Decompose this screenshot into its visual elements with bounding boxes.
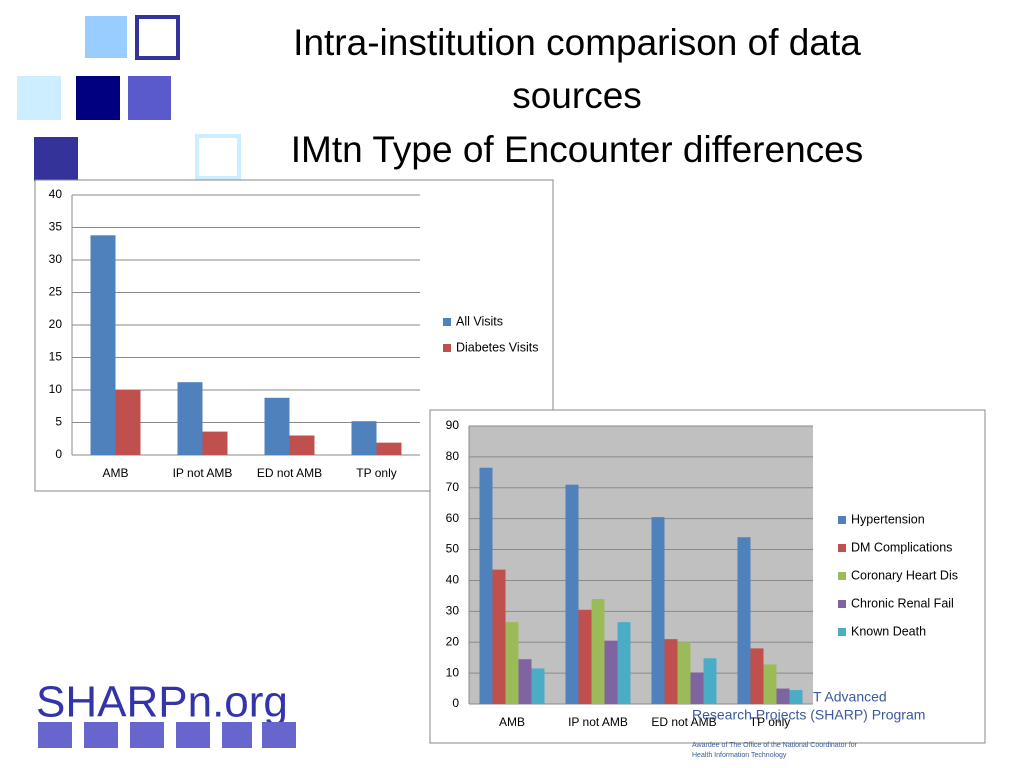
x-tick-label: IP not AMB bbox=[173, 466, 233, 480]
bar bbox=[177, 382, 203, 455]
bar bbox=[664, 639, 678, 704]
x-tick-label: ED not AMB bbox=[257, 466, 322, 480]
bar bbox=[591, 598, 605, 704]
badge-text: Awardee of The Office of the National Co… bbox=[692, 742, 858, 749]
title: IMtn Type of Encounter differences bbox=[291, 129, 863, 170]
y-tick-label: 60 bbox=[446, 511, 460, 525]
y-tick-label: 25 bbox=[49, 285, 63, 299]
legend-label: Diabetes Visits bbox=[456, 340, 538, 354]
bar bbox=[351, 421, 377, 455]
y-tick-label: 15 bbox=[49, 350, 63, 364]
y-tick-label: 80 bbox=[446, 449, 460, 463]
badge-text: Health Information Technology bbox=[692, 752, 787, 759]
bar bbox=[565, 484, 579, 704]
legend-label: Chronic Renal Fail bbox=[851, 596, 954, 610]
legend-swatch bbox=[838, 516, 846, 524]
chart: 0 5 10 15 20 25 30 35 40 AMB IP not AMB ED not AMB T… bbox=[34, 179, 554, 492]
legend-swatch bbox=[838, 572, 846, 580]
bar bbox=[690, 672, 704, 704]
y-tick-label: 10 bbox=[49, 382, 63, 396]
legend-swatch bbox=[443, 318, 451, 326]
y-tick-label: 50 bbox=[446, 542, 460, 556]
bar bbox=[578, 609, 592, 704]
x-tick-label: TP only bbox=[356, 466, 396, 480]
y-tick-label: 40 bbox=[49, 187, 63, 201]
bar bbox=[264, 397, 290, 455]
decor bbox=[85, 16, 127, 58]
bar bbox=[677, 642, 691, 704]
badge-text: T Advanced bbox=[813, 689, 887, 705]
x-tick-label: TP only bbox=[750, 715, 790, 729]
bar bbox=[604, 640, 618, 704]
legend-label: Known Death bbox=[851, 624, 926, 638]
y-tick-label: 20 bbox=[446, 634, 460, 648]
bar bbox=[202, 431, 228, 455]
y-tick-label: 30 bbox=[446, 604, 460, 618]
y-tick-label: 30 bbox=[49, 252, 63, 266]
decor bbox=[76, 76, 120, 120]
legend-label: DM Complications bbox=[851, 540, 952, 554]
title: sources bbox=[512, 75, 642, 116]
x-tick-label: AMB bbox=[499, 715, 525, 729]
title: Intra-institution comparison of data bbox=[293, 22, 861, 63]
y-tick-label: 20 bbox=[49, 317, 63, 331]
legend-swatch bbox=[838, 628, 846, 636]
legend-label: All Visits bbox=[456, 314, 503, 328]
bar bbox=[737, 537, 751, 704]
bar bbox=[376, 442, 402, 455]
y-tick-label: 10 bbox=[446, 665, 460, 679]
logo-pattern bbox=[38, 722, 296, 748]
legend-swatch bbox=[443, 344, 451, 352]
bar bbox=[776, 688, 790, 704]
bar bbox=[518, 659, 532, 704]
y-tick-label: 70 bbox=[446, 480, 460, 494]
bar bbox=[750, 648, 764, 704]
bar bbox=[115, 390, 141, 455]
x-tick-label: IP not AMB bbox=[568, 715, 628, 729]
y-tick-label: 0 bbox=[452, 696, 459, 710]
decor bbox=[34, 137, 78, 181]
legend-swatch bbox=[838, 544, 846, 552]
legend-label: Coronary Heart Dis bbox=[851, 568, 958, 582]
y-tick-label: 5 bbox=[55, 415, 62, 429]
bar bbox=[479, 467, 493, 704]
decor bbox=[195, 134, 241, 180]
bar bbox=[703, 658, 717, 704]
badge-text: Research Projects (SHARP) Program bbox=[692, 707, 925, 723]
logo: SHARPn.org bbox=[36, 678, 288, 727]
bar bbox=[763, 664, 777, 704]
x-tick-label: AMB bbox=[102, 466, 128, 480]
chart: 0 10 20 30 40 50 60 70 80 90 AMB IP not AMB ED not A… bbox=[429, 409, 986, 744]
legend-label: Hypertension bbox=[851, 512, 925, 526]
y-tick-label: 35 bbox=[49, 220, 63, 234]
x-tick-label: ED not AMB bbox=[651, 715, 716, 729]
decor bbox=[135, 15, 180, 60]
y-tick-label: 0 bbox=[55, 447, 62, 461]
bar bbox=[531, 668, 545, 704]
bar bbox=[505, 622, 519, 704]
bar bbox=[90, 235, 116, 455]
y-tick-label: 90 bbox=[446, 418, 460, 432]
y-tick-label: 40 bbox=[446, 573, 460, 587]
decor bbox=[17, 76, 61, 120]
bar bbox=[289, 435, 315, 455]
bar bbox=[617, 622, 631, 704]
bar bbox=[651, 517, 665, 704]
bar bbox=[492, 569, 506, 704]
legend-swatch bbox=[838, 600, 846, 608]
decor bbox=[128, 76, 171, 120]
bar bbox=[789, 690, 803, 704]
